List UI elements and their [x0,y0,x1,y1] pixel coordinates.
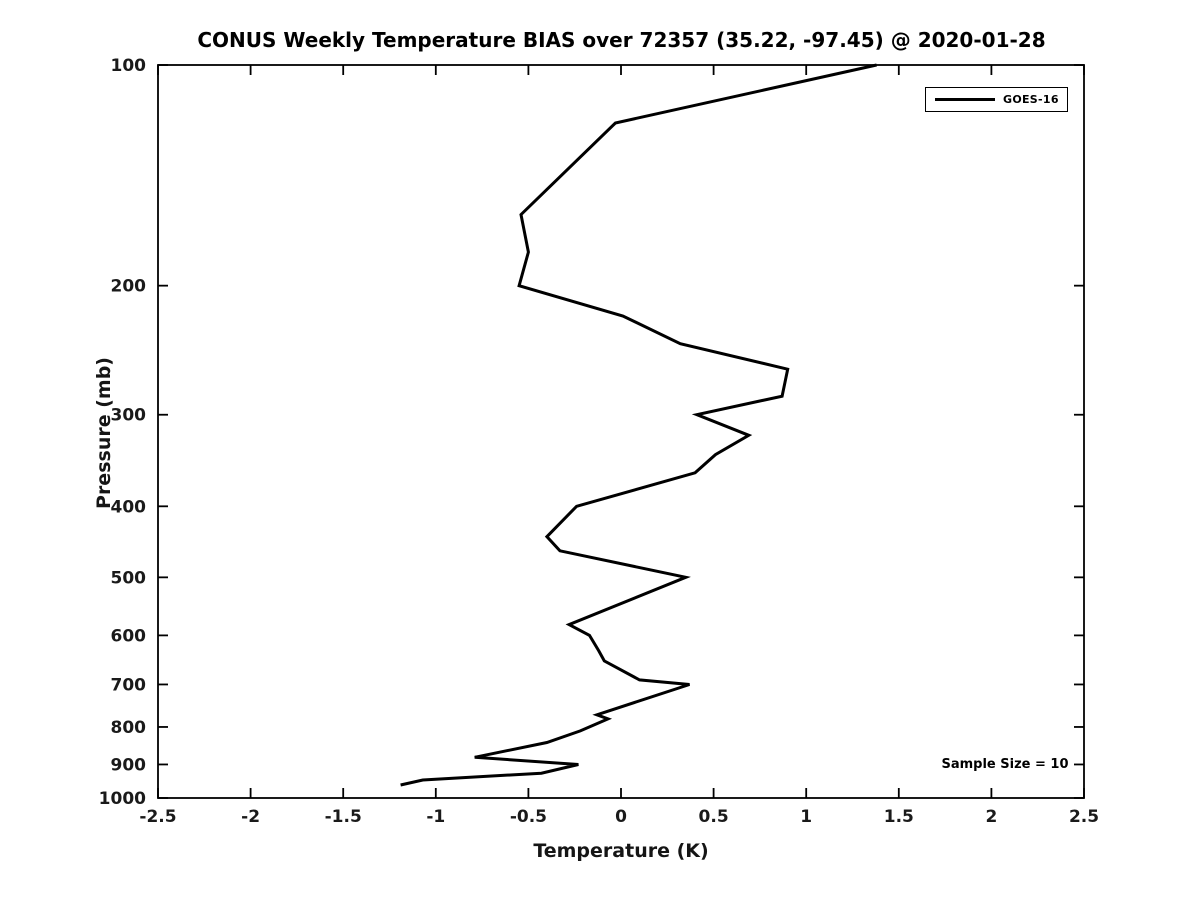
x-axis-label: Temperature (K) [533,840,709,862]
legend-label: GOES-16 [1003,93,1059,106]
y-tick-label: 700 [111,675,147,695]
axis-frame [157,64,1085,799]
x-tick-label: -1 [426,807,445,827]
y-tick-label: 1000 [99,789,146,809]
x-tick-label: -1.5 [325,807,362,827]
x-tick-label: -2 [241,807,260,827]
y-tick-label: 600 [111,626,147,646]
y-tick-label: 800 [111,718,147,738]
x-tick-label: 2 [985,807,997,827]
y-tick-label: 100 [111,56,147,76]
x-tick-label: 1 [800,807,812,827]
x-tick-label: 2.5 [1069,807,1099,827]
y-tick-label: 400 [111,497,147,517]
y-tick-label: 500 [111,568,147,588]
x-tick-label: -0.5 [510,807,547,827]
data-line-goes-16 [400,63,877,787]
y-tick-label: 200 [111,277,147,297]
legend: GOES-16 [925,87,1068,112]
chart-title: CONUS Weekly Temperature BIAS over 72357… [197,28,1046,52]
y-axis-label: Pressure (mb) [93,357,115,509]
sample-size-annotation: Sample Size = 10 [941,757,1069,772]
x-tick-label: -2.5 [139,807,176,827]
y-tick-label: 900 [111,755,147,775]
x-tick-label: 0 [615,807,627,827]
x-tick-label: 1.5 [884,807,914,827]
y-tick-label: 300 [111,406,147,426]
legend-line-sample [935,98,995,101]
x-tick-label: 0.5 [699,807,729,827]
